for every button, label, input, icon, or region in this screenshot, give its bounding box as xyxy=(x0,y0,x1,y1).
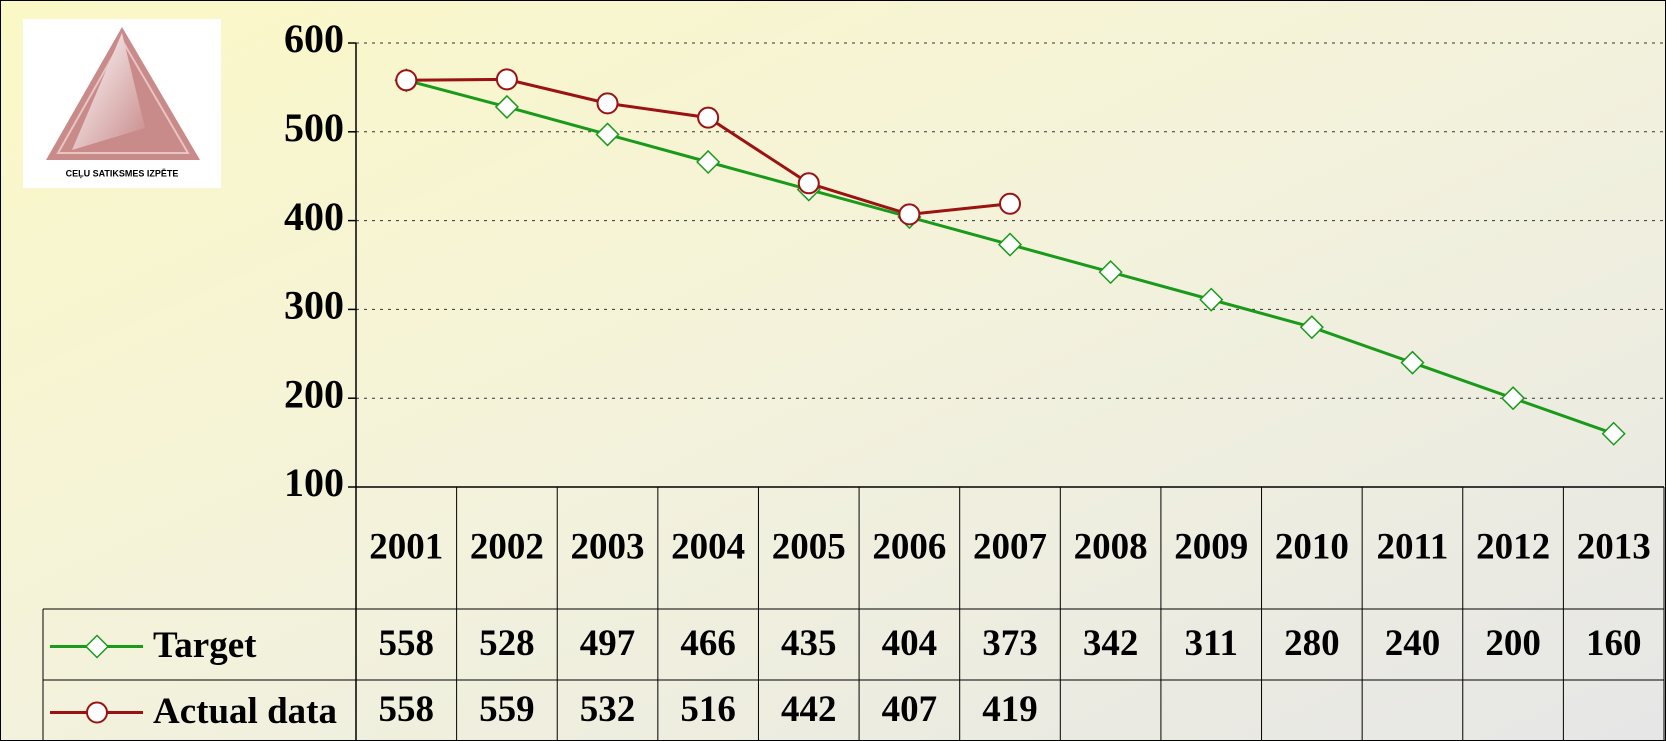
x-tick-label: 2012 xyxy=(1476,526,1550,567)
data-point xyxy=(1601,421,1626,446)
x-tick-label: 2011 xyxy=(1376,526,1448,567)
table-value: 442 xyxy=(781,689,837,730)
table-value: 342 xyxy=(1083,623,1139,664)
data-point xyxy=(797,172,820,195)
legend-label: Actual data xyxy=(153,691,337,732)
table-value: 200 xyxy=(1485,623,1541,664)
legend-marker xyxy=(86,701,108,724)
data-point xyxy=(1199,287,1224,312)
x-tick-label: 2009 xyxy=(1174,526,1248,567)
y-tick-label: 500 xyxy=(284,105,344,150)
table-value: 528 xyxy=(479,623,535,664)
x-tick-label: 2013 xyxy=(1577,526,1651,567)
data-point xyxy=(595,122,620,147)
y-tick-label: 200 xyxy=(284,371,344,416)
y-tick-label: 400 xyxy=(284,194,344,239)
data-point xyxy=(596,92,619,115)
table-value: 404 xyxy=(882,623,938,664)
logo: CEĻU SATIKSMES IZPĒTE xyxy=(23,19,221,188)
table-value: 280 xyxy=(1284,623,1340,664)
data-point xyxy=(1400,350,1425,375)
table-value: 516 xyxy=(680,689,736,730)
x-tick-label: 2010 xyxy=(1275,526,1349,567)
table-value: 419 xyxy=(982,689,1038,730)
x-tick-label: 2007 xyxy=(973,526,1047,567)
data-point xyxy=(494,94,519,119)
table-value: 435 xyxy=(781,623,837,664)
x-tick-label: 2004 xyxy=(671,526,745,567)
data-point xyxy=(395,69,418,92)
x-tick-label: 2003 xyxy=(571,526,645,567)
table-value: 559 xyxy=(479,689,535,730)
legend-label: Target xyxy=(153,625,257,666)
data-point xyxy=(696,149,721,175)
table-value: 532 xyxy=(580,689,636,730)
table-value: 497 xyxy=(580,623,636,664)
data-point xyxy=(999,192,1021,215)
y-tick-label: 600 xyxy=(284,16,344,61)
y-tick-label: 300 xyxy=(284,283,344,328)
table-value: 558 xyxy=(379,689,435,730)
data-point xyxy=(697,106,720,129)
x-tick-label: 2006 xyxy=(872,526,946,567)
data-point xyxy=(1299,315,1324,340)
data-point xyxy=(898,203,921,226)
table-value: 558 xyxy=(379,623,435,664)
data-point xyxy=(1501,386,1526,411)
data-point xyxy=(997,232,1023,257)
table-value: 373 xyxy=(982,623,1038,664)
x-tick-label: 2005 xyxy=(772,526,846,567)
table-value: 311 xyxy=(1184,623,1237,664)
data-point xyxy=(1098,260,1123,285)
table-value: 160 xyxy=(1586,623,1642,664)
data-point xyxy=(495,68,518,91)
table-value: 407 xyxy=(882,689,938,730)
logo-text: CEĻU SATIKSMES IZPĒTE xyxy=(66,168,179,178)
legend-marker xyxy=(84,634,110,659)
x-tick-label: 2002 xyxy=(470,526,544,567)
table-value: 466 xyxy=(680,623,736,664)
x-tick-label: 2001 xyxy=(369,526,443,567)
table-value: 240 xyxy=(1385,623,1441,664)
x-tick-label: 2008 xyxy=(1074,526,1148,567)
y-tick-label: 100 xyxy=(284,460,344,505)
